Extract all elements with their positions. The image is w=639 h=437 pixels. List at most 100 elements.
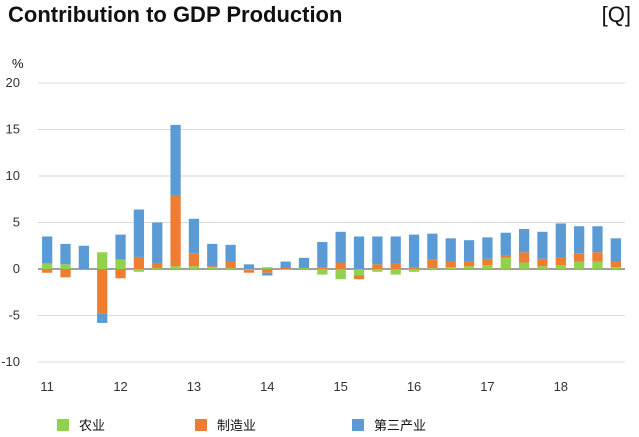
bar-tertiary-14Q3 [298, 257, 310, 269]
bar-manufacturing-13Q4 [243, 269, 255, 273]
bar-manufacturing-13Q3 [225, 261, 236, 269]
bar-agriculture-12Q1 [115, 259, 126, 269]
bar-agriculture-14Q2 [280, 269, 291, 270]
bar-manufacturing-15Q2 [353, 275, 365, 280]
bar-agriculture-15Q3 [372, 269, 383, 272]
bar-tertiary-13Q4 [243, 264, 255, 269]
bar-manufacturing-11Q2 [60, 269, 71, 278]
bar-agriculture-17Q2 [500, 257, 511, 269]
bar-agriculture-17Q4 [537, 266, 548, 269]
bar-tertiary-18Q1 [555, 223, 566, 258]
bar-agriculture-13Q1 [188, 266, 200, 269]
bar-tertiary-15Q2 [353, 236, 365, 269]
bar-manufacturing-17Q4 [537, 258, 548, 267]
bar-tertiary-11Q3 [78, 245, 89, 269]
bar-tertiary-13Q1 [188, 218, 200, 254]
bar-agriculture-12Q4 [170, 266, 181, 269]
legend-label-tertiary: 第三产业 [374, 418, 427, 433]
bar-tertiary-18Q3 [592, 226, 603, 253]
bar-manufacturing-18Q1 [555, 257, 566, 266]
bar-tertiary-13Q3 [225, 244, 236, 262]
legend-label-agriculture: 农业 [79, 418, 106, 433]
bar-agriculture-17Q3 [518, 262, 530, 269]
bar-manufacturing-14Q2 [280, 268, 291, 269]
y-tick-label: -5 [8, 308, 20, 323]
y-axis-unit: % [12, 56, 24, 71]
bar-agriculture-15Q1 [335, 269, 346, 280]
bar-tertiary-13Q2 [207, 243, 218, 267]
bar-manufacturing-17Q3 [518, 252, 530, 263]
bar-tertiary-16Q1 [408, 234, 420, 268]
bar-tertiary-16Q4 [463, 240, 475, 262]
x-tick-label: 14 [260, 379, 274, 394]
bar-tertiary-18Q2 [574, 226, 585, 254]
bar-agriculture-16Q3 [445, 267, 456, 269]
bar-agriculture-15Q4 [390, 269, 401, 275]
bar-agriculture-13Q2 [207, 267, 218, 269]
bar-agriculture-14Q4 [317, 269, 328, 275]
legend-swatch-manufacturing [195, 418, 207, 431]
bar-manufacturing-16Q4 [463, 261, 475, 267]
bar-manufacturing-12Q2 [133, 256, 145, 269]
bar-manufacturing-12Q3 [152, 263, 163, 269]
bar-agriculture-18Q2 [574, 261, 585, 269]
bar-tertiary-17Q2 [500, 232, 511, 256]
bar-manufacturing-18Q4 [610, 261, 621, 268]
frequency-label: [Q] [601, 2, 631, 27]
bar-tertiary-12Q3 [152, 222, 163, 264]
x-tick-label: 12 [113, 379, 127, 394]
bar-tertiary-15Q1 [335, 231, 346, 263]
y-tick-label: 20 [6, 75, 20, 90]
bar-manufacturing-14Q4 [317, 267, 328, 269]
legend-label-manufacturing: 制造业 [217, 418, 257, 433]
bar-agriculture-16Q1 [408, 269, 420, 272]
bar-agriculture-11Q1 [42, 263, 53, 269]
bar-agriculture-15Q2 [353, 269, 365, 276]
x-tick-label: 17 [480, 379, 494, 394]
legend-swatch-agriculture [57, 418, 69, 431]
bar-tertiary-15Q4 [390, 236, 401, 264]
y-tick-label: -10 [1, 354, 20, 369]
bar-tertiary-12Q4 [170, 124, 181, 196]
bar-manufacturing-12Q4 [170, 195, 181, 267]
y-tick-label: 10 [6, 168, 20, 183]
bar-agriculture-17Q1 [482, 265, 493, 269]
bar-agriculture-18Q3 [592, 261, 603, 269]
bar-manufacturing-16Q1 [408, 267, 420, 269]
bar-tertiary-18Q4 [610, 238, 621, 262]
bar-manufacturing-18Q2 [574, 253, 585, 262]
bar-manufacturing-15Q1 [335, 262, 346, 269]
legend-item-tertiary: 第三产业 [352, 415, 426, 434]
x-tick-label: 11 [40, 379, 54, 394]
bar-tertiary-14Q4 [317, 242, 328, 268]
bar-tertiary-16Q3 [445, 238, 456, 262]
legend-item-manufacturing: 制造业 [195, 415, 256, 434]
bar-manufacturing-17Q2 [500, 255, 511, 258]
y-tick-label: 5 [13, 215, 20, 230]
bar-tertiary-14Q2 [280, 261, 291, 269]
bar-agriculture-16Q2 [427, 268, 438, 269]
bar-tertiary-17Q1 [482, 237, 493, 259]
bar-manufacturing-14Q1 [262, 269, 273, 273]
bar-manufacturing-18Q3 [592, 252, 603, 262]
legend-swatch-tertiary [352, 418, 364, 431]
chart-title: Contribution to GDP Production [8, 2, 343, 27]
bar-agriculture-12Q3 [152, 268, 163, 269]
legend: 农业 制造业 第三产业 [0, 415, 639, 435]
bar-manufacturing-17Q1 [482, 258, 493, 266]
bar-agriculture-18Q4 [610, 267, 621, 269]
bar-manufacturing-11Q1 [42, 269, 53, 273]
bar-agriculture-14Q1 [262, 267, 273, 269]
bar-tertiary-12Q2 [133, 209, 145, 257]
bar-agriculture-12Q2 [133, 269, 145, 272]
bar-manufacturing-16Q3 [445, 261, 456, 268]
y-tick-label: 0 [13, 261, 20, 276]
x-tick-label: 15 [333, 379, 347, 394]
bar-tertiary-11Q2 [60, 243, 71, 265]
bar-manufacturing-16Q2 [427, 259, 438, 269]
bar-agriculture-18Q1 [555, 265, 566, 269]
bar-tertiary-11Q4 [97, 313, 108, 323]
bar-tertiary-17Q4 [537, 231, 548, 259]
x-tick-label: 16 [407, 379, 421, 394]
